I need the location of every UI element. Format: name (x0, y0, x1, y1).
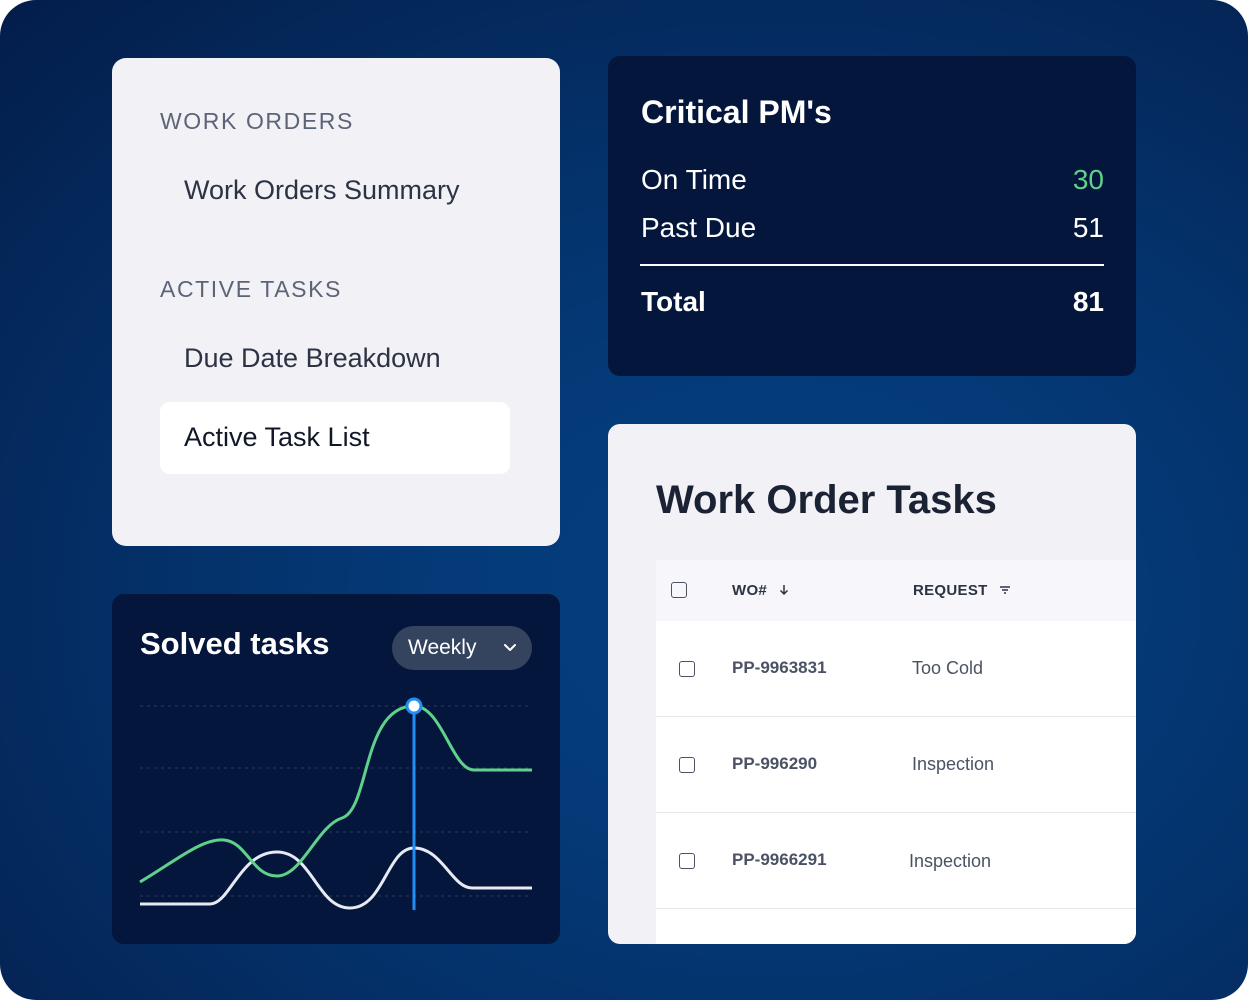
pm-total-label: Total (641, 286, 706, 317)
highlight-point[interactable] (405, 697, 423, 715)
chart-gridlines (140, 705, 532, 897)
filter-icon (998, 582, 1012, 599)
pm-on-time-label: On Time (641, 164, 747, 195)
solved-tasks-card: Solved tasks Weekly (112, 594, 560, 944)
pm-row-past-due: Past Due 51 (641, 212, 1104, 244)
report-nav-panel: WORK ORDERS Work Orders Summary ACTIVE T… (112, 58, 560, 546)
column-header-wo[interactable]: WO# (732, 582, 790, 599)
nav-active-label: Active Task List (184, 422, 370, 452)
row-wo-number: PP-996290 (732, 754, 818, 773)
nav-link-active-task-list[interactable]: Active Task List (160, 402, 510, 474)
row-request: Too Cold (912, 658, 984, 678)
primary-series-line (139, 704, 532, 884)
select-all-checkbox[interactable] (671, 582, 687, 598)
nav-link-due-date-breakdown[interactable]: Due Date Breakdown (184, 343, 441, 373)
critical-pm-card: Critical PM's On Time 30 Past Due 51 Tot… (608, 56, 1136, 376)
table-header: WO# REQUEST (656, 560, 1136, 621)
column-header-wo-label: WO# (732, 582, 768, 599)
row-request: Inspection (912, 754, 995, 774)
row-checkbox[interactable] (679, 661, 695, 677)
solved-tasks-chart (139, 697, 532, 910)
work-order-tasks-card: Work Order Tasks WO# REQUEST (608, 424, 1136, 944)
nav-section-active-tasks: ACTIVE TASKS (160, 276, 342, 302)
row-checkbox[interactable] (679, 757, 695, 773)
row-checkbox[interactable] (679, 853, 695, 869)
column-header-request-label: REQUEST (913, 582, 988, 599)
pm-total-value: 81 (1072, 286, 1104, 317)
pm-past-due-value: 51 (1072, 212, 1104, 243)
table-row[interactable]: PP-9966291 Inspection (656, 813, 1136, 909)
table-row[interactable]: PP-996290 Inspection (656, 717, 1136, 813)
tasks-table: WO# REQUEST PP-9963831 Too Cold (656, 560, 1136, 944)
column-header-request[interactable]: REQUEST (913, 582, 1012, 599)
table-row[interactable]: PP-9963831 Too Cold (656, 621, 1136, 717)
secondary-series-line (140, 846, 532, 910)
row-wo-number: PP-9966291 (732, 850, 827, 869)
pm-past-due-label: Past Due (641, 212, 757, 243)
pm-row-total: Total 81 (641, 286, 1104, 318)
nav-link-work-orders-summary[interactable]: Work Orders Summary (184, 175, 460, 205)
nav-section-work-orders: WORK ORDERS (160, 108, 354, 134)
chevron-down-icon (502, 626, 518, 686)
pm-on-time-value: 30 (1072, 164, 1104, 195)
period-dropdown[interactable]: Weekly (392, 626, 532, 670)
pm-row-on-time: On Time 30 (641, 164, 1104, 196)
pm-divider (640, 264, 1104, 266)
tasks-title: Work Order Tasks (656, 478, 997, 522)
row-request: Inspection (909, 851, 992, 871)
chart-title: Solved tasks (140, 626, 330, 661)
pm-title: Critical PM's (641, 94, 832, 130)
row-wo-number: PP-9963831 (732, 658, 827, 677)
arrow-down-icon (778, 582, 790, 599)
period-dropdown-label: Weekly (408, 636, 477, 659)
